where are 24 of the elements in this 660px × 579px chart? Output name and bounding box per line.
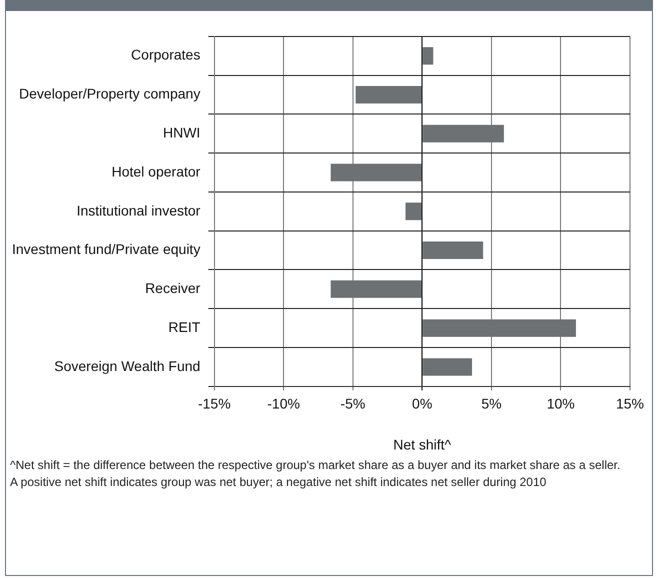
x-axis-title: Net shift^: [393, 436, 452, 452]
text: A positive net shift indicates group was net buyer; a negative net shift indicates net seller during 2010: [10, 474, 548, 491]
y-tick-label: Receiver: [145, 280, 201, 296]
bar: [422, 242, 484, 260]
y-tick-label: Sovereign Wealth Fund: [54, 358, 200, 374]
y-tick-label: HNWI: [162, 124, 200, 140]
x-tick-label: 5%: [481, 396, 502, 412]
x-tick-label: -5%: [340, 396, 366, 412]
x-tick-label: 0%: [412, 396, 432, 412]
y-tick-label: REIT: [168, 318, 201, 335]
bar: [422, 358, 472, 376]
y-tick-label: Developer/Property company: [19, 86, 200, 102]
bar: [356, 86, 422, 104]
x-tick-label: 10%: [546, 396, 575, 412]
text: ^Net shift = the difference between the respective group's market share as a buyer and its market share as a seller.: [10, 457, 620, 474]
bar: [406, 202, 422, 220]
y-tick-label: Corporates: [131, 46, 200, 63]
y-tick-label: Institutional investor: [76, 202, 201, 218]
y-tick-label: Investment fund/Private equity: [12, 241, 200, 258]
x-tick-label: 15%: [616, 396, 644, 412]
bar: [422, 47, 434, 65]
x-tick-label: -10%: [267, 396, 300, 412]
y-tick-label: Hotel operator: [112, 163, 201, 180]
x-tick-label: -15%: [198, 396, 231, 412]
